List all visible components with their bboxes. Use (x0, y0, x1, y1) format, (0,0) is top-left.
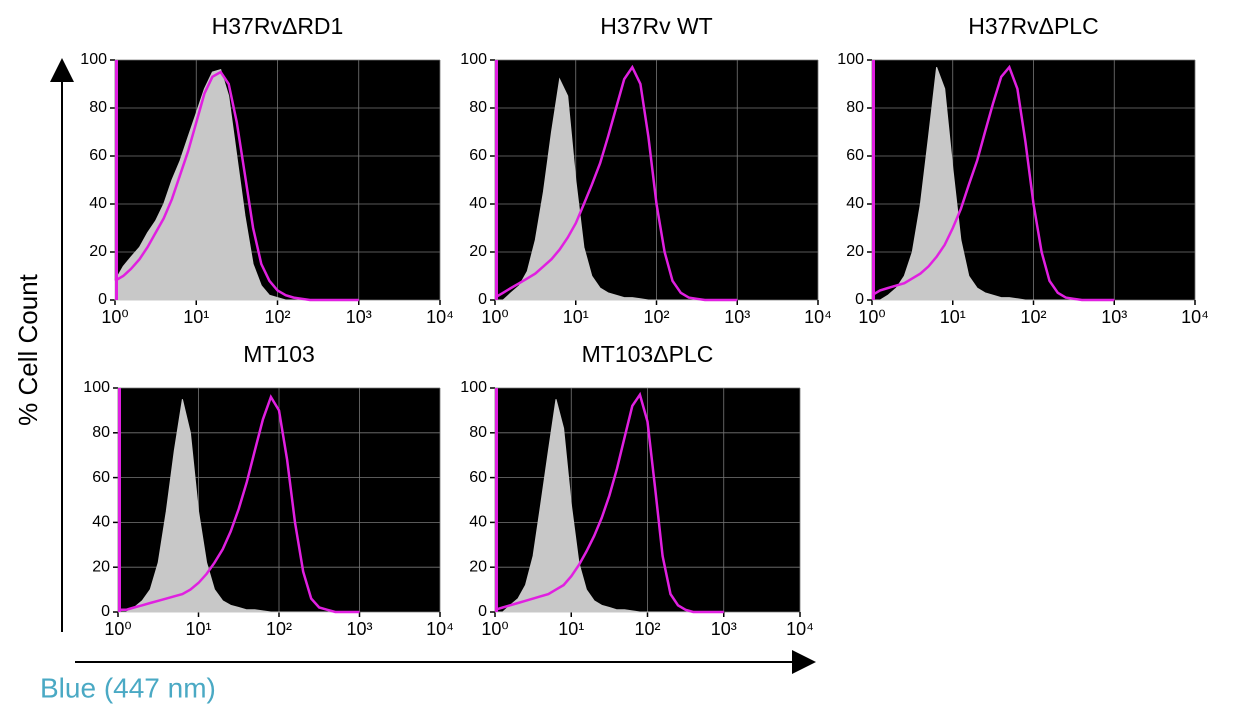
chart-title: MT103ΔPLC (582, 341, 714, 367)
x-tick-label: 10² (643, 307, 669, 327)
y-tick-label: 60 (92, 469, 110, 486)
x-axis-label: Blue (447 nm) (40, 672, 216, 703)
y-tick-label: 0 (98, 291, 107, 308)
y-tick-label: 60 (469, 147, 487, 164)
x-tick-label: 10² (1020, 307, 1046, 327)
x-tick-label: 10³ (711, 619, 737, 639)
y-tick-label: 100 (837, 51, 864, 68)
x-tick-label: 10⁰ (858, 307, 885, 327)
x-tick-label: 10¹ (563, 307, 589, 327)
y-tick-label: 20 (846, 243, 864, 260)
y-tick-label: 60 (89, 147, 107, 164)
histogram-area (118, 399, 360, 613)
x-tick-label: 10⁰ (104, 619, 131, 639)
y-tick-label: 100 (83, 379, 110, 396)
y-tick-label: 100 (460, 379, 487, 396)
x-tick-label: 10⁴ (426, 307, 454, 327)
histogram-line (494, 64, 738, 302)
x-tick-label: 10⁴ (1181, 307, 1209, 327)
y-tick-label: 40 (846, 195, 864, 212)
x-tick-label: 10³ (346, 307, 372, 327)
x-tick-label: 10¹ (183, 307, 209, 327)
y-tick-label: 80 (92, 424, 110, 441)
y-tick-label: 20 (92, 558, 110, 575)
x-tick-label: 10³ (1101, 307, 1127, 327)
chart-title: H37RvΔPLC (968, 13, 1098, 39)
y-tick-label: 20 (469, 558, 487, 575)
y-tick-label: 0 (855, 291, 864, 308)
y-tick-label: 0 (478, 603, 487, 620)
y-tick-label: 40 (89, 195, 107, 212)
x-tick-label: 10⁰ (481, 619, 508, 639)
x-tick-label: 10² (634, 619, 660, 639)
y-tick-label: 0 (478, 291, 487, 308)
x-tick-label: 10² (266, 619, 292, 639)
y-tick-label: 40 (469, 514, 487, 531)
y-tick-label: 40 (469, 195, 487, 212)
histogram-line (118, 394, 360, 614)
chart-title: H37Rv WT (600, 13, 712, 39)
y-tick-label: 100 (460, 51, 487, 68)
y-tick-label: 20 (469, 243, 487, 260)
histogram-line (114, 70, 359, 302)
y-tick-label: 80 (469, 424, 487, 441)
y-axis-label: % Cell Count (13, 273, 43, 426)
x-tick-label: 10⁰ (101, 307, 128, 327)
x-tick-label: 10⁴ (426, 619, 454, 639)
x-tick-label: 10¹ (185, 619, 211, 639)
x-tick-label: 10¹ (558, 619, 584, 639)
y-tick-label: 80 (469, 99, 487, 116)
x-tick-label: 10⁴ (786, 619, 814, 639)
x-tick-label: 10⁴ (804, 307, 832, 327)
y-tick-label: 40 (92, 514, 110, 531)
x-tick-label: 10² (264, 307, 290, 327)
y-tick-label: 80 (846, 99, 864, 116)
chart-title: H37RvΔRD1 (212, 13, 344, 39)
histogram-line (494, 391, 724, 614)
y-tick-label: 80 (89, 99, 107, 116)
chart-title: MT103 (243, 341, 315, 367)
y-tick-label: 20 (89, 243, 107, 260)
histogram-line (871, 64, 1115, 302)
y-tick-label: 60 (846, 147, 864, 164)
x-tick-label: 10³ (346, 619, 372, 639)
x-tick-label: 10³ (724, 307, 750, 327)
y-tick-label: 100 (80, 51, 107, 68)
x-tick-label: 10⁰ (481, 307, 508, 327)
y-tick-label: 60 (469, 469, 487, 486)
y-tick-label: 0 (101, 603, 110, 620)
x-tick-label: 10¹ (940, 307, 966, 327)
